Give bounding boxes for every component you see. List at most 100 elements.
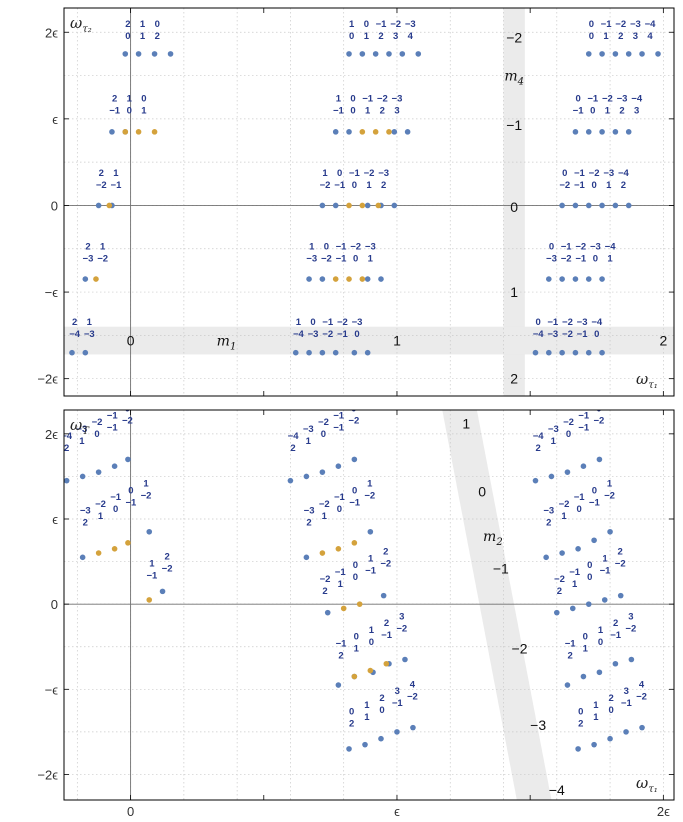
point-label-bottom: −2 — [636, 691, 647, 702]
x-tick-label: 2ϵ — [657, 804, 670, 819]
point-label-bottom: 0 — [598, 637, 603, 648]
point-label-bottom: −1 — [392, 698, 404, 709]
data-point-blue — [625, 202, 632, 209]
data-point-blue — [601, 597, 608, 603]
data-point-blue — [585, 349, 592, 356]
point-label-top: −1 — [349, 168, 361, 179]
point-label-top: −4 — [618, 168, 630, 179]
point-label-bottom: 0 — [590, 105, 595, 116]
band-label: 1 — [510, 284, 518, 300]
point-label-top: 0 — [155, 19, 160, 30]
point-label-top: −3 — [603, 168, 614, 179]
data-point-orange — [335, 545, 342, 552]
data-point-blue — [95, 469, 102, 475]
point-label-top: 0 — [578, 707, 583, 718]
data-point-blue — [585, 601, 592, 607]
point-label-bottom: 0 — [353, 572, 358, 583]
x-axis-label: ωτ₁ — [636, 370, 658, 391]
data-point-blue — [572, 349, 579, 356]
data-point-blue — [332, 129, 339, 135]
data-point-orange — [332, 276, 339, 282]
data-point-blue — [135, 51, 142, 57]
point-label-bottom: −1 — [365, 565, 377, 576]
data-point-orange — [146, 597, 153, 603]
point-label-top: 0 — [353, 560, 358, 571]
data-point-blue — [82, 349, 89, 356]
point-label-bottom: −2 — [561, 254, 572, 265]
y-axis-label: ωτ₂ — [70, 14, 92, 35]
grid — [64, 410, 674, 800]
data-point-blue — [159, 588, 166, 595]
data-point-blue — [335, 463, 342, 470]
data-point-blue — [95, 202, 102, 209]
point-label-bottom: 0 — [587, 572, 592, 583]
point-label-bottom: 2 — [578, 719, 583, 730]
y-tick-label: ϵ — [52, 512, 58, 527]
point-label-bottom: −4 — [533, 329, 545, 340]
point-label-bottom: 3 — [633, 31, 638, 42]
data-point-blue — [82, 276, 89, 282]
data-point-blue — [364, 276, 371, 282]
point-label-top: −2 — [319, 499, 330, 510]
point-label-top: −4 — [645, 19, 657, 30]
point-label-top: 1 — [113, 168, 119, 179]
point-label-bottom: −1 — [573, 105, 585, 116]
point-label-top: −1 — [335, 567, 347, 578]
band-label: −4 — [549, 782, 565, 798]
data-point-blue — [64, 477, 70, 484]
point-label-top: −4 — [605, 242, 617, 253]
point-label-top: −4 — [61, 431, 73, 442]
y-tick-label: −ϵ — [45, 682, 59, 697]
band-label: 1 — [462, 416, 470, 432]
point-label-bottom: 0 — [354, 329, 359, 340]
band-label: −2 — [512, 640, 528, 656]
point-label-bottom: −2 — [593, 416, 604, 427]
point-label-top: 1 — [364, 700, 370, 711]
data-point-blue — [359, 51, 366, 57]
data-point-blue — [167, 51, 174, 57]
data-point-blue — [564, 682, 571, 688]
point-label-top: −1 — [547, 317, 559, 328]
point-label-top: 0 — [583, 632, 588, 643]
data-point-orange — [359, 129, 366, 135]
point-label-bottom: 0 — [125, 31, 130, 42]
point-label-bottom: −3 — [546, 254, 557, 265]
point-label-bottom: 1 — [365, 105, 371, 116]
point-label-top: −2 — [95, 499, 106, 510]
point-label-top: 2 — [379, 693, 384, 704]
plot-area: −4−3−2−10210−1−2−3−2−101210−1−212−1−2−4−… — [61, 404, 674, 800]
data-point-blue — [532, 349, 539, 356]
data-point-blue — [553, 609, 560, 616]
point-label-bottom: −2 — [407, 691, 418, 702]
data-point-orange — [367, 667, 374, 674]
point-label-top: 0 — [125, 404, 130, 415]
point-label-top: 0 — [592, 485, 597, 496]
point-label-top: −2 — [554, 574, 565, 585]
data-point-blue — [319, 469, 326, 475]
point-label-bottom: 1 — [366, 180, 372, 191]
point-label-top: 0 — [310, 317, 315, 328]
point-label-top: 1 — [598, 625, 604, 636]
data-point-orange — [375, 202, 382, 209]
data-point-blue — [378, 735, 384, 742]
point-label-top: −4 — [288, 431, 300, 442]
data-point-blue — [319, 349, 326, 356]
band-label: −2 — [506, 29, 522, 45]
data-point-blue — [596, 456, 603, 463]
point-label-top: −2 — [364, 168, 375, 179]
data-point-blue — [79, 554, 86, 561]
point-label-bottom: 1 — [338, 579, 344, 590]
point-label-bottom: −3 — [306, 254, 317, 265]
point-label-bottom: 1 — [306, 436, 312, 447]
point-label-bottom: 2 — [306, 518, 311, 529]
data-point-blue — [575, 746, 581, 752]
point-label-bottom: 0 — [369, 637, 374, 648]
data-point-orange — [106, 202, 113, 209]
point-label-bottom: −1 — [600, 565, 612, 576]
band-label: 1 — [393, 333, 401, 349]
point-label-top: 0 — [587, 560, 592, 571]
data-point-blue — [146, 528, 153, 535]
data-point-blue — [607, 528, 613, 535]
data-point-blue — [410, 724, 416, 731]
point-label-bottom: 0 — [337, 504, 342, 515]
